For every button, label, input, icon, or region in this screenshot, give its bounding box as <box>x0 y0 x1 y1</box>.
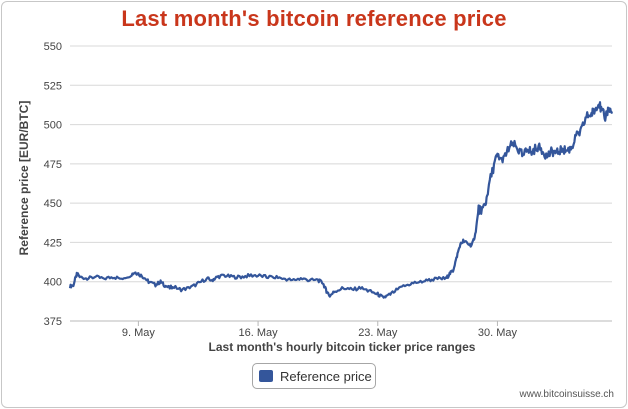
y-tick-label-525: 525 <box>44 80 62 92</box>
y-tick-label-500: 500 <box>44 120 62 132</box>
series-line-reference-price <box>68 101 614 299</box>
legend-label: Reference price <box>280 368 372 384</box>
series-layer <box>68 101 614 299</box>
grid-lines <box>70 45 612 322</box>
y-tick-label-400: 400 <box>44 277 62 289</box>
x-tick-label: 30. May <box>478 327 518 339</box>
legend-swatch <box>259 370 273 382</box>
y-tick-label-550: 550 <box>44 41 62 53</box>
y-axis-ticks: 375 400 425 450 475 500 525 550 <box>44 41 62 328</box>
x-tick-label: 9. May <box>122 327 156 339</box>
x-axis-label: Last month's hourly bitcoin ticker price… <box>208 340 476 354</box>
y-axis-label: Reference price [EUR/BTC] <box>17 100 31 256</box>
y-tick-label-450: 450 <box>44 198 62 210</box>
x-axis-ticks: 9. May 16. May 23. May 30. May <box>122 321 518 339</box>
credit-text[interactable]: www.bitcoinsuisse.ch <box>519 389 614 400</box>
legend-item-reference-price[interactable]: Reference price <box>252 363 376 389</box>
y-tick-label-375: 375 <box>44 316 62 328</box>
x-tick-label: 23. May <box>358 327 398 339</box>
y-tick-label-475: 475 <box>44 159 62 171</box>
x-tick-label: 16. May <box>239 327 279 339</box>
chart-title: Last month's bitcoin reference price <box>121 6 507 31</box>
y-tick-label-425: 425 <box>44 237 62 249</box>
